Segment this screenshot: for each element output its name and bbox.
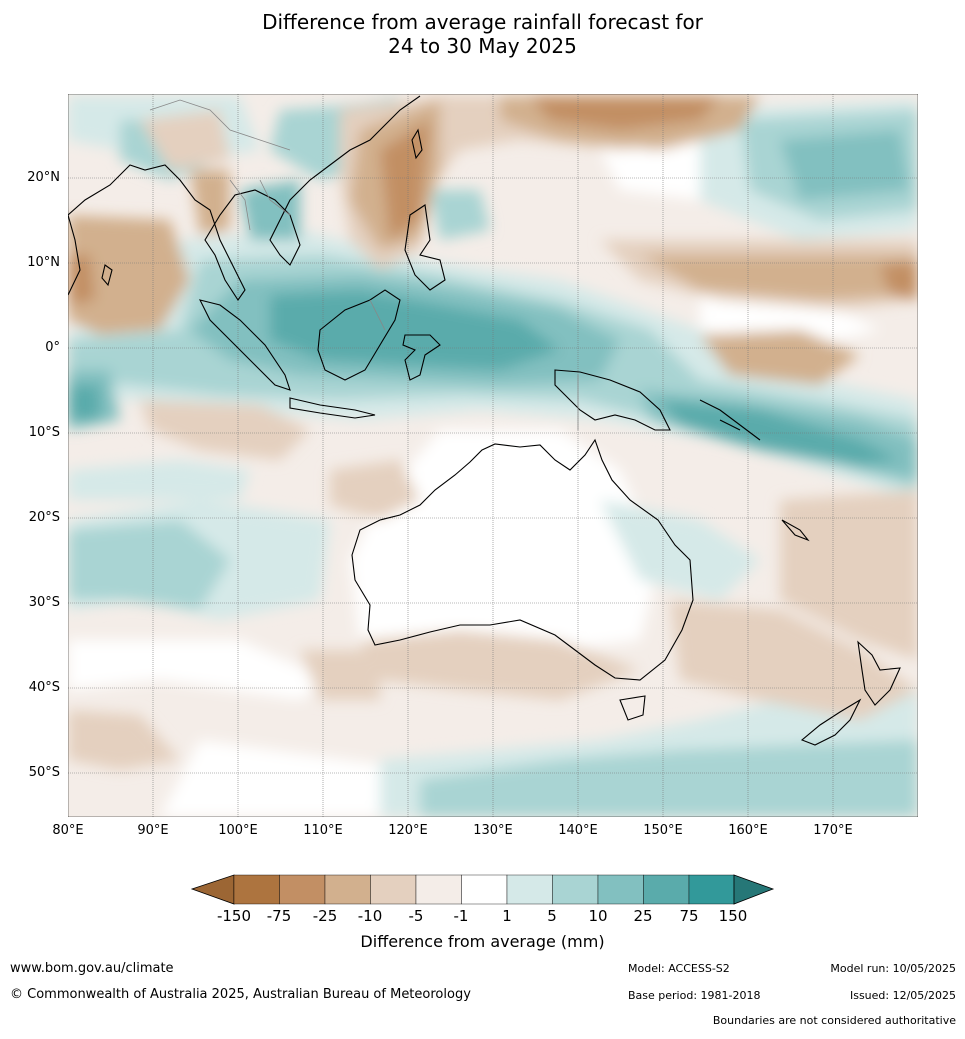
taiwan-coastline xyxy=(411,128,423,160)
colorbar-swatch xyxy=(688,874,735,905)
sri-lanka-coastline xyxy=(101,264,113,287)
colorbar xyxy=(190,874,775,905)
footer-model-run: Model run: 10/05/2025 xyxy=(830,962,956,975)
colorbar-tick-label: -150 xyxy=(216,907,252,925)
new-zealand-south-coastline xyxy=(800,698,862,746)
lon-label-130e: 130°E xyxy=(473,823,513,838)
colorbar-swatch xyxy=(279,874,326,905)
lon-label-160e: 160°E xyxy=(728,823,768,838)
philippines-coastline xyxy=(404,204,446,291)
footer-base-period: Base period: 1981-2018 xyxy=(628,989,761,1002)
colorbar-tick-label: 75 xyxy=(679,907,699,925)
lon-label-80e: 80°E xyxy=(52,823,84,838)
colorbar-tick-label: -5 xyxy=(408,907,424,925)
lat-label-10s: 10°S xyxy=(28,425,60,440)
colorbar-tick-label: -25 xyxy=(312,907,338,925)
footer-model: Model: ACCESS-S2 xyxy=(628,962,730,975)
footer-disclaimer: Boundaries are not considered authoritat… xyxy=(712,1014,956,1027)
anomaly-field xyxy=(68,94,918,817)
title-line-2: 24 to 30 May 2025 xyxy=(388,34,577,58)
java-coastline xyxy=(289,397,376,419)
colorbar-swatch xyxy=(643,874,690,905)
colorbar-high-extension xyxy=(733,874,775,905)
map-title: Difference from average rainfall forecas… xyxy=(0,10,965,58)
asia-mainland-coastline xyxy=(68,95,421,301)
footer-issued: Issued: 12/05/2025 xyxy=(849,989,956,1002)
sulawesi-coastline xyxy=(402,334,441,381)
lat-label-0: 0° xyxy=(45,340,60,355)
graticule xyxy=(68,94,918,817)
footer-copyright: © Commonwealth of Australia 2025, Austra… xyxy=(10,987,471,1002)
sumatra-coastline xyxy=(198,299,291,391)
title-line-1: Difference from average rainfall forecas… xyxy=(262,10,703,34)
new-guinea-coastline xyxy=(554,369,671,431)
lat-label-20n: 20°N xyxy=(27,170,60,185)
colorbar-tick-label: 1 xyxy=(502,907,512,925)
colorbar-tick-label: -75 xyxy=(266,907,292,925)
lon-label-120e: 120°E xyxy=(388,823,428,838)
lon-label-100e: 100°E xyxy=(218,823,258,838)
colorbar-title: Difference from average (mm) xyxy=(360,932,605,951)
country-borders xyxy=(149,99,579,430)
india-coastline xyxy=(68,214,81,296)
colorbar-swatch xyxy=(506,874,553,905)
new-zealand-north-coastline xyxy=(857,640,901,706)
colorbar-swatch xyxy=(552,874,599,905)
lon-label-110e: 110°E xyxy=(303,823,343,838)
colorbar-swatch xyxy=(233,874,280,905)
lat-label-10n: 10°N xyxy=(27,255,60,270)
tasmania-coastline xyxy=(619,695,646,721)
colorbar-swatch xyxy=(324,874,371,905)
lat-label-50s: 50°S xyxy=(28,765,60,780)
colorbar-swatch xyxy=(597,874,644,905)
lon-label-140e: 140°E xyxy=(558,823,598,838)
colorbar-low-extension xyxy=(190,874,235,905)
colorbar-tick-label: 10 xyxy=(588,907,608,925)
footer-url[interactable]: www.bom.gov.au/climate xyxy=(10,961,174,976)
solomon-islands-coastline xyxy=(699,399,761,441)
colorbar-tick-label: 25 xyxy=(633,907,653,925)
colorbar-swatch xyxy=(370,874,417,905)
lat-label-30s: 30°S xyxy=(28,595,60,610)
coastlines xyxy=(68,95,901,746)
lon-label-170e: 170°E xyxy=(813,823,853,838)
colorbar-tick-label: 150 xyxy=(718,907,748,925)
new-caledonia-coastline xyxy=(781,519,810,542)
colorbar-tick-label: -10 xyxy=(357,907,383,925)
colorbar-tick-label: -1 xyxy=(453,907,469,925)
lat-label-40s: 40°S xyxy=(28,680,60,695)
colorbar-tick-label: 5 xyxy=(547,907,557,925)
colorbar-swatch xyxy=(415,874,462,905)
colorbar-swatch xyxy=(461,874,508,905)
lat-label-20s: 20°S xyxy=(28,510,60,525)
borneo-coastline xyxy=(317,289,401,381)
lon-label-150e: 150°E xyxy=(643,823,683,838)
australia-coastline xyxy=(351,438,694,681)
lon-label-90e: 90°E xyxy=(137,823,169,838)
